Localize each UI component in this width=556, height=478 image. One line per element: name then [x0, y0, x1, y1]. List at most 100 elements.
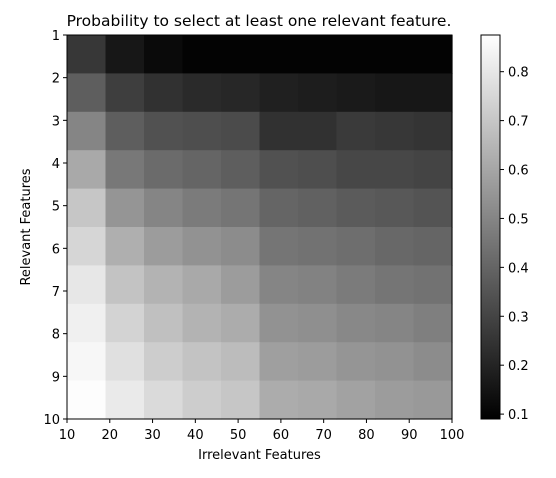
heatmap-cell — [144, 35, 184, 74]
x-tick-label: 70 — [315, 428, 332, 443]
heatmap-cell — [336, 380, 376, 420]
x-tick-label: 40 — [187, 428, 204, 443]
heatmap-cell — [105, 342, 145, 382]
heatmap-cell — [413, 265, 453, 305]
heatmap-cell — [182, 73, 222, 113]
heatmap-cell — [67, 111, 107, 151]
y-tick-label: 3 — [52, 114, 60, 129]
heatmap-cell — [182, 150, 222, 190]
heatmap-cell — [221, 150, 261, 190]
heatmap-cell — [67, 188, 107, 228]
y-tick-label: 1 — [52, 29, 60, 44]
heatmap-cell — [375, 265, 415, 305]
colorbar-tick-label: 0.7 — [508, 115, 529, 130]
heatmap-cell — [259, 35, 299, 74]
heatmap-cell — [413, 111, 453, 151]
heatmap-cell — [105, 265, 145, 305]
y-tick-label: 10 — [43, 413, 60, 428]
heatmap-cell — [298, 111, 338, 151]
y-tick-label: 5 — [52, 200, 60, 215]
heatmap-cell — [413, 227, 453, 266]
heatmap-cell — [144, 73, 184, 113]
heatmap-cell — [105, 150, 145, 190]
heatmap-cell — [259, 380, 299, 420]
heatmap-cell — [413, 342, 453, 382]
heatmap-cell — [67, 265, 107, 305]
y-axis: 1 2 3 4 5 6 7 8 9 10 — [43, 29, 67, 428]
x-axis: 10 20 30 40 50 60 70 80 90 100 — [59, 419, 465, 443]
heatmap-cell — [413, 188, 453, 228]
heatmap-cell — [298, 188, 338, 228]
heatmap-cell — [259, 227, 299, 266]
heatmap-cell — [259, 111, 299, 151]
heatmap-cell — [182, 380, 222, 420]
heatmap-cell — [413, 150, 453, 190]
colorbar-tick-label: 0.6 — [508, 164, 529, 179]
heatmap-cell — [259, 73, 299, 113]
heatmap-cell — [259, 265, 299, 305]
heatmap-cell — [221, 342, 261, 382]
colorbar-ticks: 0.1 0.2 0.3 0.4 0.5 0.6 0.7 0.8 — [500, 66, 529, 423]
heatmap-cell — [144, 342, 184, 382]
heatmap-cell — [67, 150, 107, 190]
heatmap-cell — [144, 380, 184, 420]
heatmap-cell — [298, 150, 338, 190]
x-tick-label: 30 — [144, 428, 161, 443]
heatmap-cell — [105, 35, 145, 74]
heatmap-cell — [375, 35, 415, 74]
heatmap-cell — [182, 265, 222, 305]
heatmap-cell — [336, 188, 376, 228]
x-tick-label: 90 — [401, 428, 418, 443]
heatmap-cell — [298, 73, 338, 113]
heatmap-cell — [105, 227, 145, 266]
heatmap-cell — [375, 342, 415, 382]
heatmap-cell — [413, 380, 453, 420]
heatmap-cell — [182, 35, 222, 74]
x-tick-label: 100 — [440, 428, 465, 443]
heatmap-cell — [105, 188, 145, 228]
heatmap-cell — [259, 150, 299, 190]
heatmap-cell — [298, 265, 338, 305]
heatmap-cell — [336, 265, 376, 305]
heatmap-cells — [67, 35, 453, 420]
heatmap-cell — [105, 303, 145, 343]
heatmap-cell — [221, 188, 261, 228]
heatmap-cell — [259, 303, 299, 343]
heatmap-cell — [375, 111, 415, 151]
heatmap-cell — [298, 35, 338, 74]
heatmap-cell — [413, 35, 453, 74]
heatmap-cell — [298, 227, 338, 266]
colorbar-tick-label: 0.4 — [508, 261, 529, 276]
heatmap-cell — [144, 111, 184, 151]
heatmap-cell — [67, 227, 107, 266]
y-tick-label: 9 — [52, 370, 60, 385]
heatmap-cell — [336, 303, 376, 343]
colorbar — [480, 34, 501, 420]
heatmap-cell — [336, 73, 376, 113]
heatmap-cell — [298, 380, 338, 420]
y-tick-label: 2 — [52, 72, 60, 87]
heatmap-cell — [336, 150, 376, 190]
heatmap-cell — [375, 150, 415, 190]
heatmap-cell — [67, 35, 107, 74]
heatmap-cell — [221, 227, 261, 266]
x-tick-label: 60 — [273, 428, 290, 443]
heatmap-cell — [336, 35, 376, 74]
heatmap-cell — [336, 111, 376, 151]
heatmap-cell — [182, 188, 222, 228]
heatmap-cell — [182, 303, 222, 343]
heatmap-cell — [67, 73, 107, 113]
chart-title: Probability to select at least one relev… — [67, 12, 452, 30]
heatmap-cell — [259, 342, 299, 382]
heatmap-cell — [413, 73, 453, 113]
heatmap-cell — [105, 73, 145, 113]
heatmap-cell — [221, 73, 261, 113]
heatmap-cell — [144, 150, 184, 190]
heatmap-cell — [413, 303, 453, 343]
colorbar-tick-label: 0.1 — [508, 408, 529, 423]
x-axis-label: Irrelevant Features — [198, 448, 321, 463]
x-tick-label: 50 — [230, 428, 247, 443]
y-axis-label: Relevant Features — [19, 168, 34, 285]
x-tick-label: 10 — [59, 428, 76, 443]
